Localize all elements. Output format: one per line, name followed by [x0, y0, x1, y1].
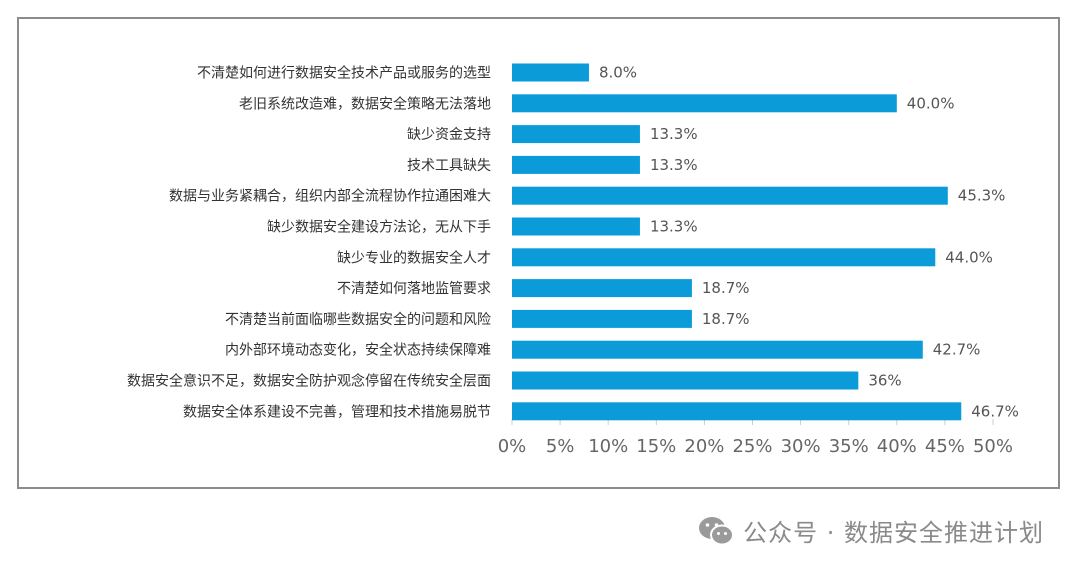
- value-label: 18.7%: [702, 279, 750, 297]
- value-label: 13.3%: [650, 156, 698, 174]
- x-tick-label: 40%: [877, 436, 917, 457]
- value-label: 45.3%: [958, 187, 1006, 205]
- x-tick-label: 25%: [732, 436, 772, 457]
- value-label: 36%: [868, 372, 901, 390]
- x-tick-label: 5%: [546, 436, 575, 457]
- x-tick-label: 30%: [781, 436, 821, 457]
- category-label: 数据安全体系建设不完善，管理和技术措施易脱节: [183, 403, 491, 420]
- x-tick-label: 50%: [973, 436, 1013, 457]
- x-tick-label: 45%: [925, 436, 965, 457]
- bar: [512, 217, 640, 236]
- x-tick-label: 0%: [498, 436, 527, 457]
- chart-frame: 0% 5% 10% 15% 20% 25% 30% 35% 40% 45% 50% 不清楚如何进行数…: [17, 17, 1060, 489]
- x-tick-label: 15%: [636, 436, 676, 457]
- category-label: 缺少资金支持: [407, 127, 491, 143]
- bar: [512, 371, 859, 390]
- bar: [512, 63, 589, 82]
- x-tick-label: 20%: [684, 436, 724, 457]
- value-label: 13.3%: [650, 218, 698, 236]
- bar: [512, 155, 640, 174]
- x-axis: 0% 5% 10% 15% 20% 25% 30% 35% 40% 45% 50%: [498, 419, 1013, 457]
- category-label: 不清楚当前面临哪些数据安全的问题和风险: [225, 311, 491, 328]
- value-label: 42.7%: [933, 341, 981, 359]
- category-label: 缺少数据安全建设方法论，无从下手: [267, 219, 491, 236]
- category-label: 老旧系统改造难，数据安全策略无法落地: [239, 95, 491, 112]
- category-label: 缺少专业的数据安全人才: [337, 249, 491, 266]
- category-label: 不清楚如何落地监管要求: [337, 281, 491, 297]
- x-tick-label: 10%: [588, 436, 628, 457]
- x-tick-label: 35%: [829, 436, 869, 457]
- watermark: 公众号 · 数据安全推进计划: [697, 513, 1044, 548]
- bars: [512, 63, 962, 421]
- bar: [512, 340, 923, 359]
- bar-chart: 0% 5% 10% 15% 20% 25% 30% 35% 40% 45% 50% 不清楚如何进行数…: [127, 63, 1019, 457]
- value-label: 44.0%: [945, 248, 993, 266]
- value-label: 40.0%: [907, 94, 955, 112]
- category-label: 数据安全意识不足，数据安全防护观念停留在传统安全层面: [127, 373, 491, 390]
- category-label: 技术工具缺失: [407, 158, 491, 174]
- value-label: 18.7%: [702, 310, 750, 328]
- category-label: 数据与业务紧耦合，组织内部全流程协作拉通困难大: [169, 188, 491, 205]
- bar: [512, 309, 692, 328]
- wechat-icon: [699, 516, 735, 545]
- bar: [512, 402, 962, 421]
- value-label: 46.7%: [971, 402, 1019, 420]
- bar: [512, 94, 897, 113]
- value-label: 13.3%: [650, 125, 698, 143]
- bar: [512, 279, 692, 298]
- watermark-text: 公众号 · 数据安全推进计划: [743, 519, 1044, 547]
- category-label: 内外部环境动态变化，安全状态持续保障难: [225, 342, 491, 359]
- category-label: 不清楚如何进行数据安全技术产品或服务的选型: [197, 65, 491, 82]
- bar: [512, 125, 640, 144]
- bar: [512, 186, 948, 205]
- value-label: 8.0%: [599, 64, 637, 82]
- bar: [512, 248, 936, 267]
- labels: 不清楚如何进行数据安全技术产品或服务的选型 8.0% 老旧系统改造难，数据安全策略无…: [127, 64, 1019, 421]
